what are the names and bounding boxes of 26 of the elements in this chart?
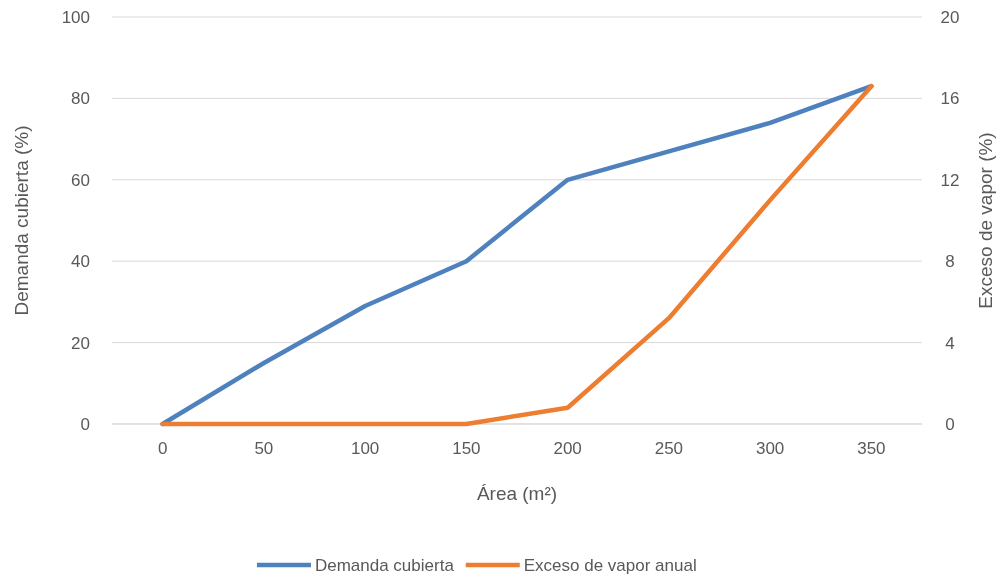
y-tick-label: 60 <box>71 170 90 190</box>
x-tick-label: 250 <box>654 439 684 458</box>
x-tick-label: 0 <box>157 439 168 458</box>
x-tick-label: 150 <box>452 439 481 458</box>
y2-tick-label: 8 <box>945 252 955 272</box>
y2-tick-label: 4 <box>945 333 955 353</box>
y-tick-label: 40 <box>71 252 90 272</box>
legend-label: Exceso de vapor anual <box>523 555 697 575</box>
line-series <box>160 83 874 427</box>
y-tick-label: 0 <box>80 414 90 434</box>
x-tick-label: 350 <box>857 439 886 458</box>
x-axis-title: Área (m²) <box>476 483 558 504</box>
legend-label: Demanda cubierta <box>314 555 455 575</box>
y2-tick-label: 20 <box>940 7 960 27</box>
y-tick-label: 80 <box>71 89 90 109</box>
y2-axis-title: Exceso de vapor (%) <box>975 132 996 309</box>
x-tick-label: 50 <box>254 439 274 458</box>
x-tick-label: 200 <box>553 439 582 458</box>
y2-tick-label: 0 <box>945 414 955 434</box>
y2-tick-label: 12 <box>940 170 960 190</box>
y-tick-label: 20 <box>71 333 90 353</box>
y-tick-label: 100 <box>61 7 90 27</box>
x-tick-label: 300 <box>755 439 785 458</box>
x-tick-label: 100 <box>350 439 380 458</box>
y-axis-title: Demanda cubierta (%) <box>11 125 32 316</box>
y2-tick-label: 16 <box>940 89 960 109</box>
